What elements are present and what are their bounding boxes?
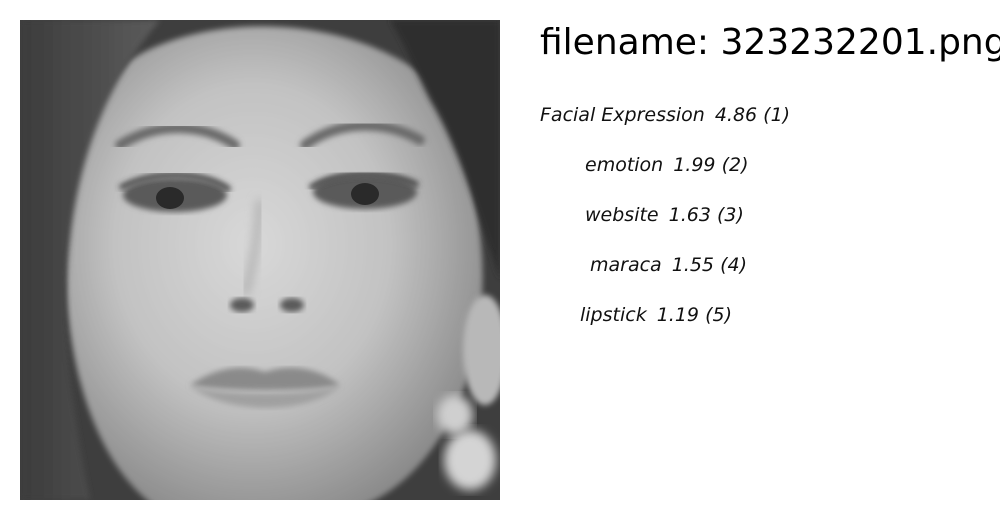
prediction-label: emotion (585, 154, 664, 176)
prediction-score: 4.86 (714, 104, 758, 126)
prediction-label: website (585, 204, 659, 226)
prediction-row: website 1.63 (3) (585, 204, 744, 226)
prediction-row: Facial Expression 4.86 (1) (540, 104, 790, 126)
prediction-row: maraca 1.55 (4) (590, 254, 747, 276)
prediction-row: lipstick 1.19 (5) (580, 304, 732, 326)
face-photo (20, 20, 500, 500)
prediction-score: 1.55 (671, 254, 715, 276)
prediction-rank: (4) (720, 254, 747, 276)
face-photo-drawing (20, 20, 500, 500)
prediction-score: 1.19 (656, 304, 700, 326)
prediction-score: 1.63 (668, 204, 711, 226)
prediction-rank: (1) (763, 104, 791, 126)
prediction-label: maraca (590, 254, 662, 276)
prediction-label: lipstick (580, 304, 647, 326)
prediction-score: 1.99 (673, 154, 716, 176)
prediction-row: emotion 1.99 (2) (585, 154, 749, 176)
prediction-rank: (5) (705, 304, 732, 326)
prediction-label: Facial Expression (540, 104, 705, 126)
prediction-rank: (3) (716, 204, 744, 226)
filename-label: filename: 323232201.png (540, 22, 1000, 63)
prediction-rank: (2) (721, 154, 749, 176)
